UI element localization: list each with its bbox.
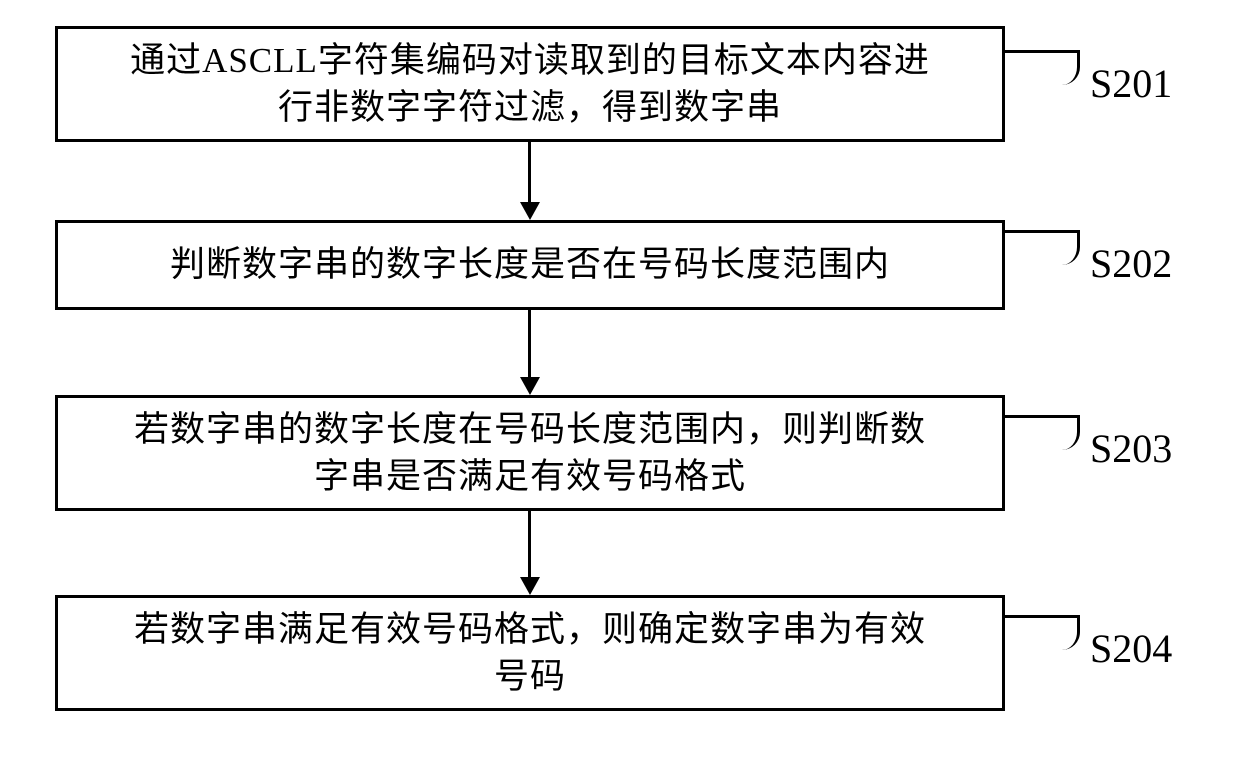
arrow-head-3 <box>520 577 540 595</box>
step-label-s202: S202 <box>1090 240 1172 287</box>
step-box-s201: 通过ASCLL字符集编码对读取到的目标文本内容进行非数字字符过滤，得到数字串 <box>55 26 1005 142</box>
arrow-line-1 <box>528 142 531 202</box>
step-box-s204: 若数字串满足有效号码格式，则确定数字串为有效号码 <box>55 595 1005 711</box>
step-label-s203: S203 <box>1090 425 1172 472</box>
step-box-s203: 若数字串的数字长度在号码长度范围内，则判断数字串是否满足有效号码格式 <box>55 395 1005 511</box>
step-text-s202: 判断数字串的数字长度是否在号码长度范围内 <box>170 241 890 288</box>
connector-s202 <box>1005 230 1080 265</box>
arrow-line-3 <box>528 511 531 577</box>
step-label-s201: S201 <box>1090 60 1172 107</box>
step-text-s203: 若数字串的数字长度在号码长度范围内，则判断数字串是否满足有效号码格式 <box>134 406 926 501</box>
flowchart-diagram: 通过ASCLL字符集编码对读取到的目标文本内容进行非数字字符过滤，得到数字串 S… <box>0 0 1239 782</box>
connector-s203 <box>1005 415 1080 450</box>
connector-s204 <box>1005 615 1080 650</box>
arrow-head-1 <box>520 202 540 220</box>
connector-s201 <box>1005 50 1080 85</box>
arrow-head-2 <box>520 377 540 395</box>
arrow-line-2 <box>528 310 531 377</box>
step-label-s204: S204 <box>1090 625 1172 672</box>
step-box-s202: 判断数字串的数字长度是否在号码长度范围内 <box>55 220 1005 310</box>
step-text-s204: 若数字串满足有效号码格式，则确定数字串为有效号码 <box>134 606 926 701</box>
step-text-s201: 通过ASCLL字符集编码对读取到的目标文本内容进行非数字字符过滤，得到数字串 <box>130 37 930 132</box>
